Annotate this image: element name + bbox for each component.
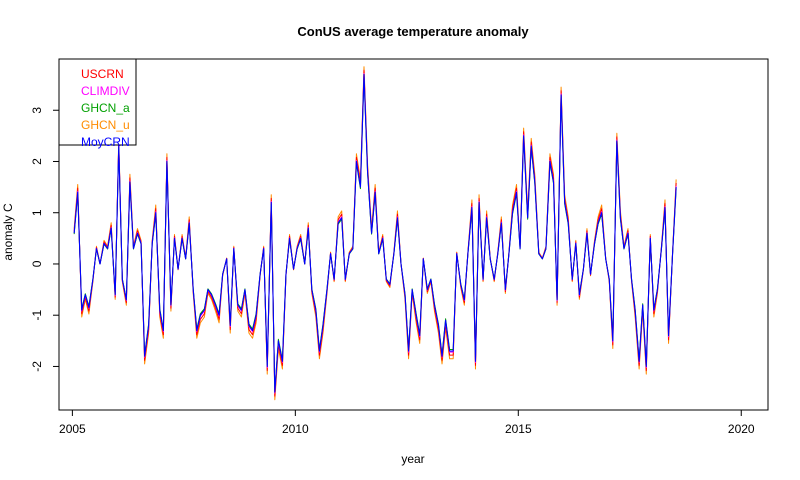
x-tick-label: 2010	[282, 422, 309, 436]
legend-entry-ghcn-a: GHCN_a	[81, 101, 130, 115]
x-axis: 2005 2010 2015 2020	[59, 409, 755, 436]
series-line-ghcn-u	[73, 66, 677, 401]
series-line-uscrn	[73, 69, 677, 397]
legend-entry-climdiv: CLIMDIV	[81, 84, 130, 98]
series-line-moycrn	[73, 73, 677, 393]
y-tick-label: 1	[30, 209, 44, 216]
x-tick-label: 2015	[505, 422, 532, 436]
legend-entry-ghcn-u: GHCN_u	[81, 118, 130, 132]
legend: USCRN CLIMDIV GHCN_a GHCN_u MoyCRN	[58, 58, 137, 149]
chart-title: ConUS average temperature anomaly	[297, 24, 529, 39]
x-axis-label: year	[401, 452, 424, 466]
y-tick-label: 0	[30, 260, 44, 267]
series-line-climdiv	[73, 72, 677, 394]
legend-box	[58, 58, 137, 146]
y-tick-label: 2	[30, 158, 44, 165]
x-tick-label: 2020	[728, 422, 755, 436]
series-layer	[73, 66, 677, 401]
x-tick-label: 2005	[59, 422, 86, 436]
y-tick-label: -2	[30, 361, 44, 372]
legend-entry-moycrn: MoyCRN	[81, 135, 130, 149]
y-axis: -2 -1 0 1 2 3	[30, 107, 60, 372]
y-tick-label: 3	[30, 107, 44, 114]
series-line-ghcn-a	[73, 75, 677, 392]
legend-entry-uscrn: USCRN	[81, 67, 124, 81]
y-tick-label: -1	[30, 310, 44, 321]
y-axis-label: anomaly C	[1, 203, 15, 261]
